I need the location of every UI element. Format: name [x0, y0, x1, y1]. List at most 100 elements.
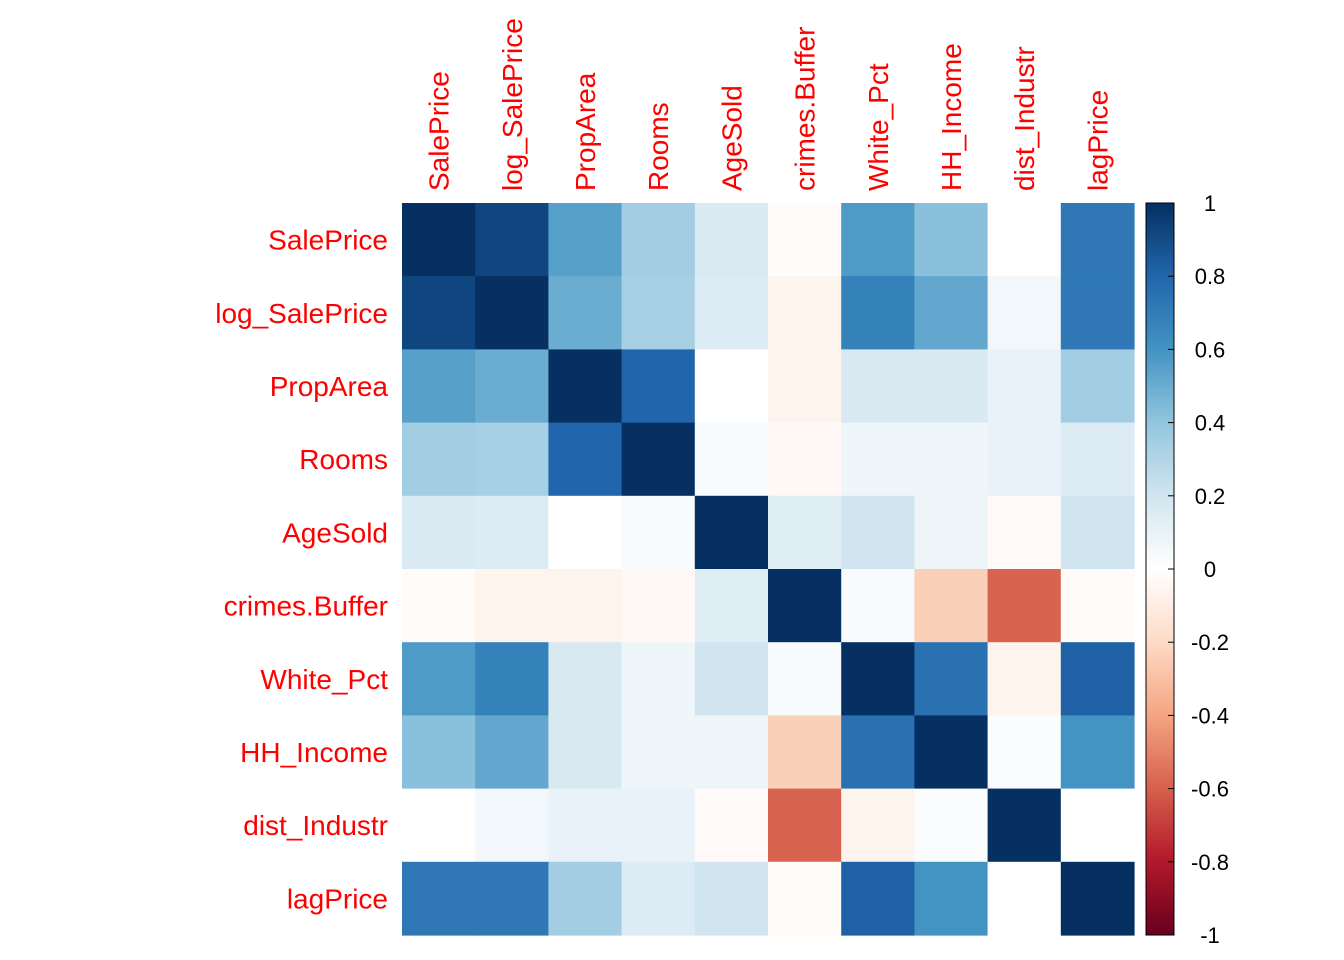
colorbar-tick-label: -0.8	[1191, 850, 1229, 875]
row-label: log_SalePrice	[215, 298, 388, 329]
heatmap-cell	[621, 276, 696, 350]
row-label: SalePrice	[268, 225, 388, 256]
heatmap-cell	[841, 715, 915, 790]
colorbar-tick-label: 1	[1204, 191, 1216, 216]
heatmap-cell	[694, 861, 769, 936]
heatmap-cell	[768, 276, 842, 350]
heatmap-cell	[987, 495, 1062, 570]
heatmap-cell	[914, 276, 989, 350]
heatmap-cells	[402, 203, 1135, 936]
heatmap-cell	[768, 788, 842, 863]
heatmap-cell	[1060, 861, 1135, 936]
heatmap-cell	[475, 203, 549, 277]
heatmap-cell	[548, 642, 623, 716]
heatmap-cell	[914, 495, 989, 570]
heatmap-cell	[768, 422, 842, 497]
heatmap-cell	[548, 203, 623, 277]
heatmap-cell	[548, 349, 623, 424]
heatmap-cell	[548, 715, 623, 790]
heatmap-cell	[402, 715, 476, 790]
heatmap-cell	[548, 495, 623, 570]
heatmap-cell	[1060, 715, 1135, 790]
colorbar-tick-label: 0	[1204, 557, 1216, 582]
colorbar-tick-label: 0.8	[1195, 264, 1226, 289]
heatmap-cell	[475, 569, 549, 643]
colorbar-tick-label: -0.2	[1191, 630, 1229, 655]
heatmap-cell	[987, 642, 1062, 716]
heatmap-cell	[694, 203, 769, 277]
heatmap-cell	[1060, 495, 1135, 570]
heatmap-cell	[914, 569, 989, 643]
heatmap-cell	[621, 203, 696, 277]
colorbar-ticks: 1 0.8 0.6 0.4 0.2 0 -0.2 -0.4 -0.6 -0.8 -1	[1168, 191, 1229, 948]
row-label: White_Pct	[260, 664, 388, 695]
heatmap-cell	[987, 349, 1062, 424]
column-label: lagPrice	[1082, 90, 1113, 191]
heatmap-cell	[475, 276, 549, 350]
heatmap-cell	[621, 788, 696, 863]
heatmap-cell	[475, 788, 549, 863]
heatmap-cell	[475, 495, 549, 570]
row-label: lagPrice	[287, 883, 388, 914]
heatmap-cell	[475, 861, 549, 936]
heatmap-cell	[694, 715, 769, 790]
colorbar-tick-label: -0.6	[1191, 777, 1229, 802]
heatmap-cell	[1060, 788, 1135, 863]
heatmap-cell	[768, 349, 842, 424]
column-labels: SalePrice log_SalePrice PropArea Rooms AgeSo…	[424, 18, 1114, 191]
heatmap-cell	[914, 203, 989, 277]
heatmap-cell	[841, 495, 915, 570]
heatmap-cell	[402, 788, 476, 863]
heatmap-cell	[402, 861, 476, 936]
column-label: PropArea	[570, 72, 601, 191]
heatmap-cell	[621, 349, 696, 424]
heatmap-cell	[841, 642, 915, 716]
colorbar-tick-label: -0.4	[1191, 703, 1229, 728]
heatmap-cell	[621, 642, 696, 716]
heatmap-cell	[548, 861, 623, 936]
heatmap-cell	[768, 861, 842, 936]
heatmap-cell	[548, 276, 623, 350]
heatmap-cell	[548, 569, 623, 643]
heatmap-cell	[987, 861, 1062, 936]
heatmap-cell	[621, 495, 696, 570]
heatmap-cell	[694, 276, 769, 350]
heatmap-cell	[402, 203, 476, 277]
heatmap-cell	[402, 642, 476, 716]
heatmap-cell	[1060, 569, 1135, 643]
column-label: HH_Income	[936, 43, 967, 191]
heatmap-cell	[987, 788, 1062, 863]
column-label: White_Pct	[863, 63, 894, 191]
heatmap-cell	[402, 495, 476, 570]
heatmap-cell	[987, 203, 1062, 277]
heatmap-cell	[987, 276, 1062, 350]
heatmap-cell	[914, 422, 989, 497]
heatmap-cell	[768, 642, 842, 716]
heatmap-cell	[694, 788, 769, 863]
column-label: AgeSold	[716, 85, 747, 191]
heatmap-cell	[621, 715, 696, 790]
heatmap-cell	[768, 203, 842, 277]
heatmap-cell	[987, 422, 1062, 497]
heatmap-cell	[914, 715, 989, 790]
heatmap-cell	[402, 422, 476, 497]
heatmap-cell	[914, 642, 989, 716]
colorbar-tick-label: 0.6	[1195, 337, 1226, 362]
heatmap-cell	[694, 642, 769, 716]
heatmap-cell	[841, 349, 915, 424]
row-label: HH_Income	[240, 737, 388, 768]
heatmap-cell	[402, 276, 476, 350]
row-label: dist_Industr	[243, 810, 388, 841]
heatmap-cell	[1060, 422, 1135, 497]
heatmap-cell	[694, 495, 769, 570]
heatmap-cell	[768, 569, 842, 643]
heatmap-cell	[1060, 349, 1135, 424]
heatmap-cell	[768, 495, 842, 570]
column-label: crimes.Buffer	[790, 27, 821, 191]
heatmap-cell	[475, 642, 549, 716]
colorbar-tick-label: 0.2	[1195, 484, 1226, 509]
heatmap-cell	[475, 715, 549, 790]
heatmap-cell	[621, 422, 696, 497]
heatmap-cell	[914, 861, 989, 936]
row-labels: SalePrice log_SalePrice PropArea Rooms AgeSo…	[215, 225, 388, 915]
